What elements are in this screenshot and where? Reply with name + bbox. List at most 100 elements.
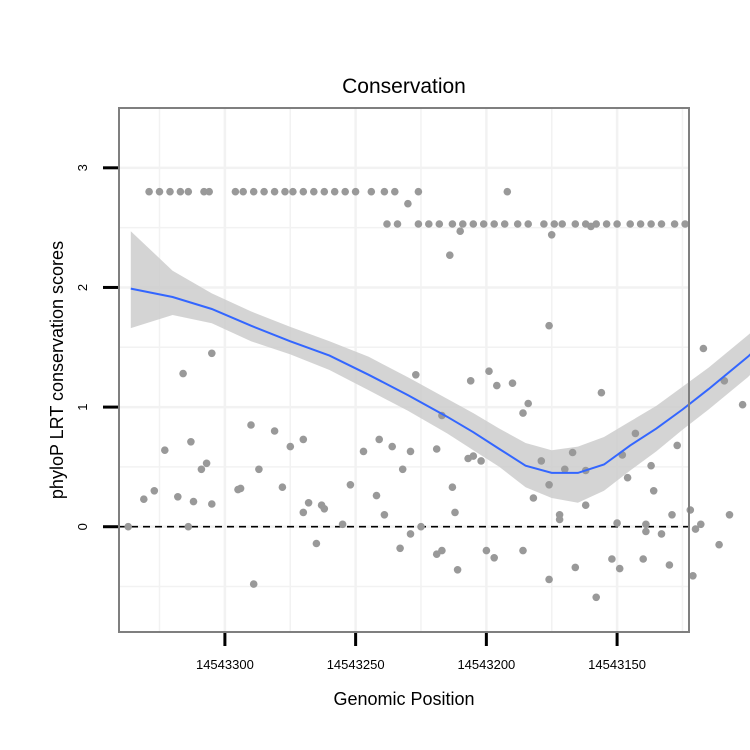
data-point	[490, 220, 499, 228]
data-point	[312, 539, 321, 548]
data-point	[681, 220, 689, 228]
x-tick-label: 14543150	[588, 657, 646, 672]
data-point	[236, 484, 245, 493]
y-axis-title: phyloP LRT conservation scores	[47, 241, 67, 499]
data-point	[247, 421, 255, 429]
data-point	[615, 564, 624, 573]
data-point	[383, 220, 391, 228]
data-point	[200, 187, 208, 196]
data-point	[404, 199, 412, 208]
data-point	[202, 459, 211, 468]
data-point	[161, 446, 169, 455]
smooth-line	[130, 287, 750, 474]
data-point	[623, 473, 632, 482]
data-point	[508, 379, 517, 388]
data-point	[686, 506, 695, 514]
data-point	[561, 465, 569, 474]
data-point	[380, 187, 389, 196]
data-point	[649, 487, 658, 495]
data-point	[668, 511, 676, 519]
data-point	[310, 187, 318, 196]
data-point	[367, 187, 376, 196]
data-point	[249, 580, 258, 588]
y-tick-label: 1	[75, 403, 90, 410]
data-point	[636, 220, 645, 228]
data-point	[179, 369, 187, 378]
data-points	[124, 187, 747, 602]
data-point	[299, 435, 308, 444]
data-point	[189, 497, 198, 506]
data-point	[249, 187, 258, 196]
data-point	[320, 187, 329, 196]
data-point	[359, 447, 368, 456]
data-point	[715, 540, 723, 549]
data-point	[351, 187, 360, 196]
data-point	[597, 388, 606, 397]
y-tick-label: 3	[75, 164, 90, 171]
data-point	[613, 220, 621, 228]
data-point	[519, 409, 527, 417]
data-point	[448, 483, 457, 492]
chart-title: Conservation	[342, 75, 466, 98]
data-point	[608, 555, 616, 563]
data-point	[346, 481, 355, 489]
data-point	[555, 515, 564, 524]
data-point	[513, 220, 522, 228]
data-point	[545, 575, 553, 584]
data-point	[289, 187, 297, 196]
data-point	[545, 481, 553, 489]
data-point	[725, 511, 734, 519]
data-point	[477, 457, 485, 465]
data-point	[281, 187, 289, 196]
data-point	[537, 457, 546, 465]
plot-frame	[118, 107, 690, 633]
x-tick-label: 14543250	[327, 657, 385, 672]
data-point	[642, 527, 650, 536]
data-point	[388, 442, 397, 451]
data-point	[519, 546, 527, 555]
data-point	[670, 220, 679, 228]
data-point	[208, 349, 216, 358]
data-point	[260, 187, 268, 196]
data-point	[482, 546, 491, 555]
data-point	[639, 555, 647, 563]
data-point	[529, 494, 538, 502]
data-point	[140, 495, 148, 504]
data-point	[270, 187, 279, 196]
data-point	[406, 447, 415, 456]
data-point	[150, 487, 159, 495]
data-point	[278, 483, 287, 492]
y-axis: 0 1 2 3	[75, 164, 118, 530]
data-point	[414, 220, 423, 228]
data-point	[503, 187, 512, 196]
data-point	[286, 442, 295, 451]
data-point	[738, 400, 747, 409]
data-point	[647, 220, 655, 228]
data-point	[626, 220, 634, 228]
grid-lines	[119, 108, 689, 632]
x-tick-label: 14543200	[457, 657, 515, 672]
data-point	[602, 220, 611, 228]
data-point	[417, 522, 425, 531]
data-point	[145, 187, 153, 196]
data-point	[270, 427, 279, 435]
data-point	[435, 220, 444, 228]
data-point	[414, 187, 423, 196]
data-point	[469, 452, 478, 460]
data-point	[299, 508, 308, 517]
data-point	[176, 187, 185, 196]
data-point	[438, 546, 446, 555]
data-point	[396, 544, 404, 553]
data-point	[558, 220, 566, 228]
data-point	[524, 399, 532, 408]
data-point	[642, 520, 650, 529]
y-tick-label: 0	[75, 523, 90, 530]
data-point	[631, 429, 640, 438]
data-point	[647, 461, 655, 470]
data-point	[432, 445, 441, 453]
data-point	[459, 220, 467, 228]
data-point	[451, 508, 459, 517]
data-point	[699, 344, 708, 353]
data-point	[453, 566, 462, 574]
data-point	[187, 438, 195, 446]
